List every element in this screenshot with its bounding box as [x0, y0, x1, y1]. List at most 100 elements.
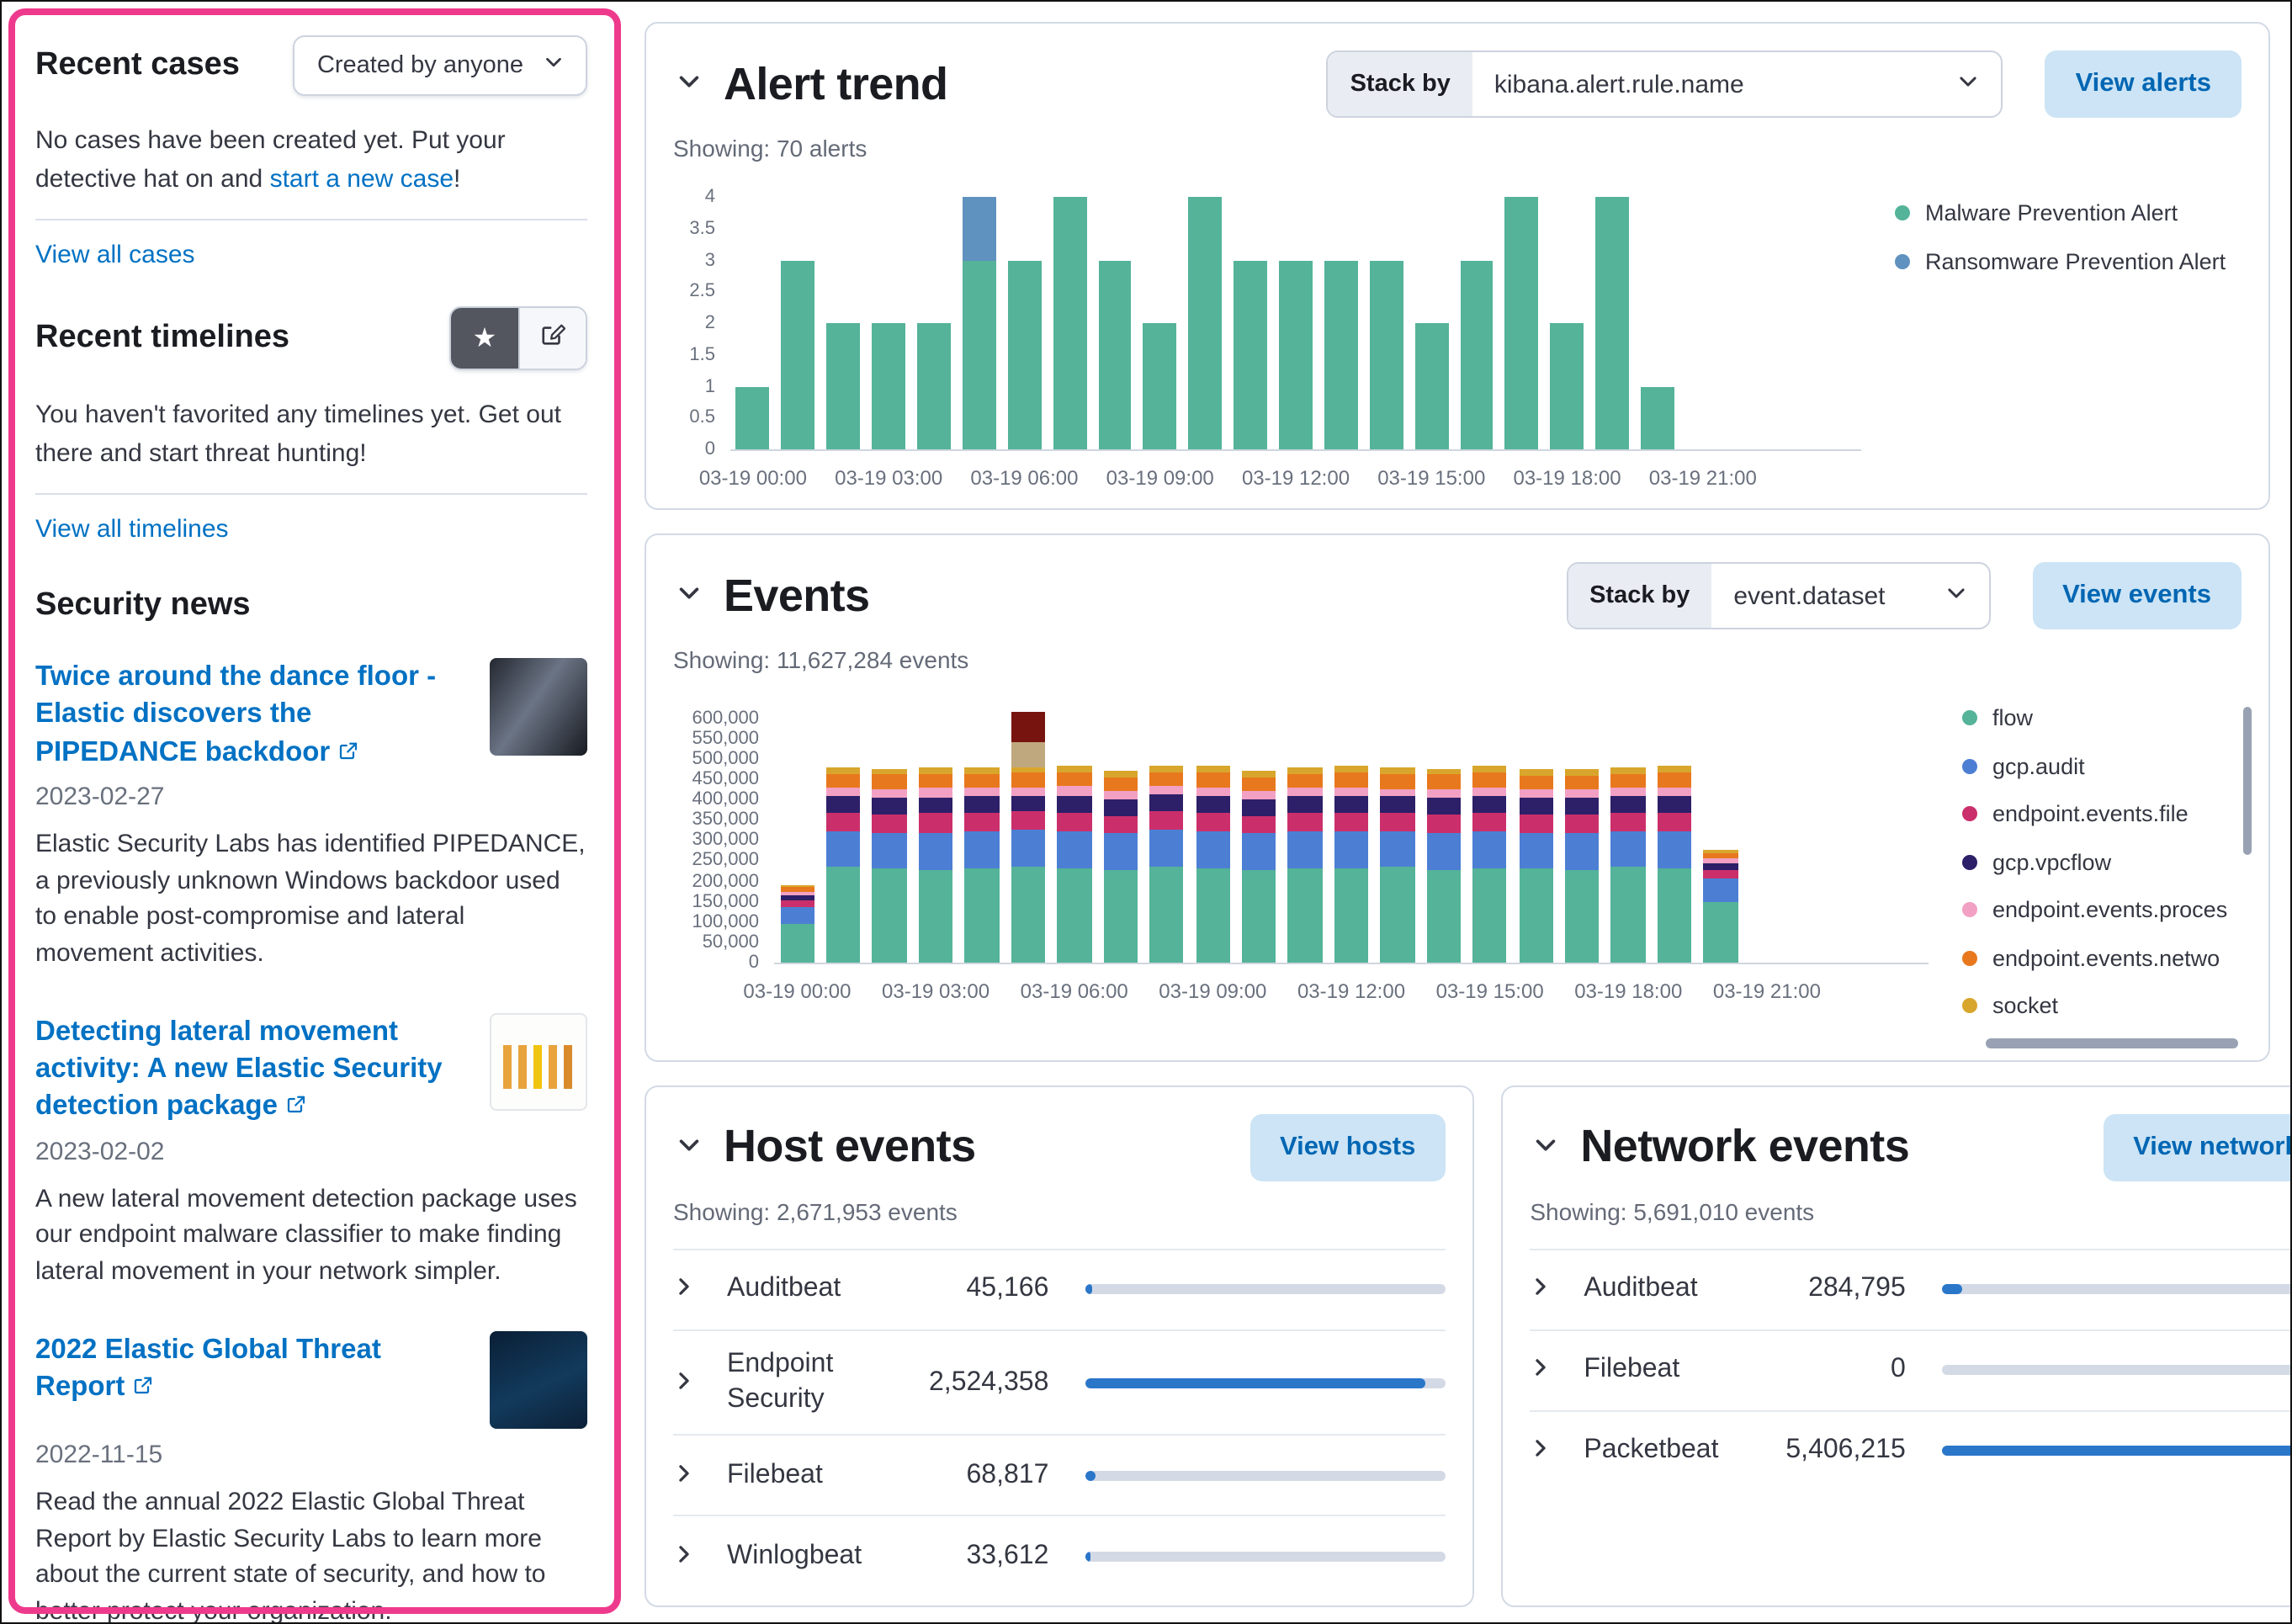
bar-segment[interactable]	[1380, 796, 1415, 814]
bar-segment[interactable]	[1103, 791, 1138, 800]
bar-segment[interactable]	[1149, 830, 1184, 868]
bar-segment[interactable]	[1103, 869, 1138, 963]
expand-row-button[interactable]	[673, 1543, 714, 1570]
bar-segment[interactable]	[781, 260, 815, 449]
expand-row-button[interactable]	[673, 1276, 714, 1303]
bar-segment[interactable]	[872, 768, 907, 775]
expand-row-button[interactable]	[1530, 1438, 1570, 1465]
bar-segment[interactable]	[1472, 787, 1507, 797]
bar-segment[interactable]	[1196, 868, 1230, 963]
bar-segment[interactable]	[1565, 789, 1600, 799]
bar-segment[interactable]	[1149, 772, 1184, 787]
bar-segment[interactable]	[964, 788, 1000, 796]
bar-segment[interactable]	[1565, 869, 1600, 963]
view-all-timelines-link[interactable]: View all timelines	[35, 515, 229, 544]
bar-segment[interactable]	[1334, 831, 1369, 869]
bar-segment[interactable]	[826, 796, 861, 814]
bar-segment[interactable]	[918, 767, 953, 774]
bar-segment[interactable]	[1334, 868, 1369, 963]
bar-segment[interactable]	[1334, 795, 1369, 813]
bar-segment[interactable]	[1519, 832, 1553, 868]
bar-segment[interactable]	[918, 773, 953, 788]
bar-segment[interactable]	[962, 197, 996, 260]
bar-segment[interactable]	[1103, 833, 1138, 870]
bar-segment[interactable]	[826, 767, 861, 775]
bar-segment[interactable]	[735, 386, 770, 449]
bar-segment[interactable]	[1334, 772, 1369, 788]
host-events-collapse-toggle[interactable]	[673, 1129, 705, 1166]
news-title-link[interactable]: Detecting lateral movement activity: A n…	[35, 1013, 466, 1126]
bar-segment[interactable]	[780, 885, 814, 888]
bar-segment[interactable]	[1279, 260, 1313, 449]
bar-segment[interactable]	[826, 323, 861, 449]
bar-segment[interactable]	[1550, 323, 1584, 449]
expand-row-button[interactable]	[1530, 1276, 1570, 1303]
events-stack-by-select[interactable]: Stack by event.dataset	[1566, 562, 1991, 629]
bar-segment[interactable]	[1241, 815, 1276, 834]
bar-segment[interactable]	[1149, 867, 1184, 963]
bar-segment[interactable]	[1011, 741, 1046, 767]
bar-segment[interactable]	[1595, 197, 1630, 449]
bar-segment[interactable]	[826, 788, 861, 797]
bar-segment[interactable]	[872, 868, 907, 963]
bar-segment[interactable]	[1519, 775, 1553, 790]
bar-segment[interactable]	[1057, 795, 1091, 813]
bar-segment[interactable]	[1241, 777, 1276, 791]
bar-segment[interactable]	[1011, 767, 1046, 773]
news-title-link[interactable]: 2022 Elastic Global Threat Report	[35, 1331, 466, 1429]
bar-segment[interactable]	[1011, 711, 1046, 742]
bar-segment[interactable]	[1287, 813, 1323, 832]
bar-segment[interactable]	[1196, 831, 1230, 869]
bar-segment[interactable]	[1287, 767, 1323, 774]
bar-segment[interactable]	[1610, 788, 1646, 796]
bar-segment[interactable]	[918, 797, 953, 814]
alert-trend-collapse-toggle[interactable]	[673, 66, 705, 103]
bar-segment[interactable]	[1011, 867, 1046, 963]
bar-segment[interactable]	[1426, 768, 1462, 775]
bar-segment[interactable]	[1057, 786, 1091, 796]
bar-segment[interactable]	[1011, 772, 1046, 788]
bar-segment[interactable]	[1287, 831, 1323, 868]
edit-timeline-button[interactable]	[518, 308, 586, 369]
bar-segment[interactable]	[826, 867, 861, 963]
bar-segment[interactable]	[1287, 796, 1323, 814]
expand-row-button[interactable]	[673, 1462, 714, 1489]
bar-segment[interactable]	[1380, 788, 1415, 797]
bar-segment[interactable]	[1241, 770, 1276, 778]
bar-segment[interactable]	[1610, 867, 1646, 963]
legend-item[interactable]: Ransomware Prevention Alert	[1895, 247, 2242, 276]
bar-segment[interactable]	[826, 774, 861, 788]
bar-segment[interactable]	[1641, 386, 1674, 449]
bar-segment[interactable]	[1369, 260, 1403, 449]
bar-segment[interactable]	[1380, 774, 1415, 789]
bar-segment[interactable]	[780, 924, 814, 963]
view-events-button[interactable]: View events	[2032, 562, 2242, 629]
bar-segment[interactable]	[1103, 815, 1138, 834]
bar-segment[interactable]	[1657, 812, 1692, 832]
bar-segment[interactable]	[1241, 790, 1276, 799]
bar-segment[interactable]	[1657, 787, 1692, 797]
bar-segment[interactable]	[872, 323, 906, 449]
bar-segment[interactable]	[872, 788, 907, 798]
bar-segment[interactable]	[826, 813, 861, 831]
bar-segment[interactable]	[1324, 260, 1358, 449]
bar-segment[interactable]	[1703, 870, 1738, 879]
bar-segment[interactable]	[1657, 766, 1692, 773]
bar-segment[interactable]	[962, 260, 996, 449]
bar-segment[interactable]	[1472, 831, 1507, 869]
bar-segment[interactable]	[1196, 772, 1230, 788]
bar-segment[interactable]	[1519, 789, 1553, 798]
bar-segment[interactable]	[1196, 812, 1230, 832]
bar-segment[interactable]	[917, 323, 951, 449]
alert-stack-by-select[interactable]: Stack by kibana.alert.rule.name	[1326, 50, 2003, 118]
legend-item[interactable]: flow	[1962, 703, 2242, 733]
bar-segment[interactable]	[1149, 811, 1184, 831]
bar-segment[interactable]	[964, 767, 1000, 774]
bar-segment[interactable]	[1610, 773, 1646, 788]
expand-row-button[interactable]	[1530, 1357, 1570, 1384]
bar-segment[interactable]	[1057, 868, 1091, 963]
bar-segment[interactable]	[1380, 813, 1415, 831]
bar-segment[interactable]	[1149, 766, 1184, 772]
view-hosts-button[interactable]: View hosts	[1249, 1113, 1446, 1181]
legend-item[interactable]: gcp.audit	[1962, 751, 2242, 781]
